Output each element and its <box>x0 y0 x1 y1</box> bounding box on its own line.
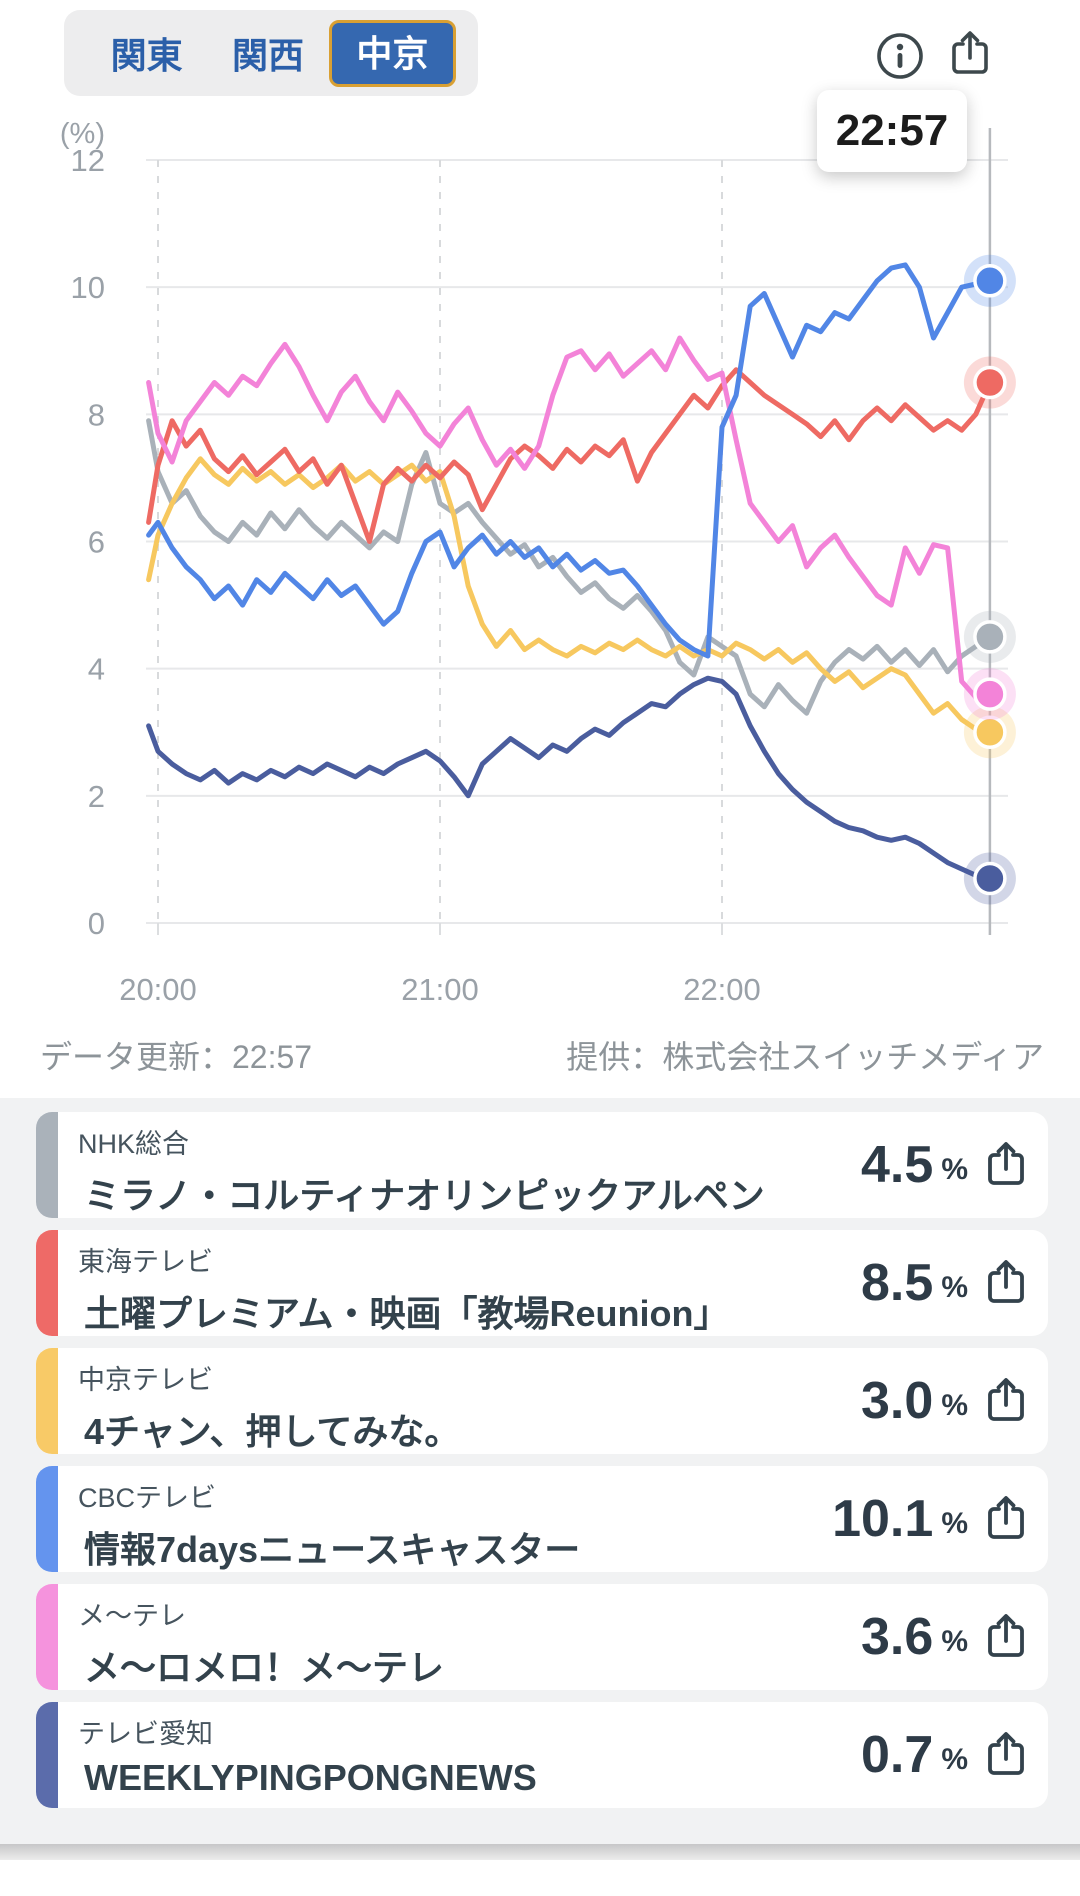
tab-kanto[interactable]: 関東 <box>110 35 183 76</box>
channel-card[interactable]: 東海テレビ 土曜プレミアム・映画「教場Reunion」 8.5 % <box>36 1230 1048 1336</box>
channel-color-stripe <box>36 1112 58 1218</box>
share-icon[interactable] <box>980 1493 1032 1545</box>
channel-color-stripe <box>36 1584 58 1690</box>
rating-unit: % <box>941 1271 968 1304</box>
station-name: メ〜テレ <box>78 1601 186 1631</box>
rating-value: 3.0 <box>861 1372 934 1430</box>
y-axis-tick-label: 4 <box>88 652 105 687</box>
share-icon[interactable] <box>980 1611 1032 1663</box>
rating-value: 4.5 <box>861 1136 934 1194</box>
series-line <box>146 456 993 735</box>
program-title: 土曜プレミアム・映画「教場Reunion」 <box>84 1293 730 1334</box>
rating-value: 10.1 <box>832 1490 934 1548</box>
end-dot <box>973 861 1007 896</box>
rating-unit: % <box>941 1743 968 1776</box>
data-provider-label: 提供：株式会社スイッチメディア <box>566 1039 1044 1075</box>
channel-card[interactable]: テレビ愛知 WEEKLYPINGPONGNEWS 0.7 % <box>36 1702 1048 1808</box>
end-dot <box>973 620 1007 654</box>
share-icon[interactable] <box>980 1139 1032 1191</box>
cursor-time-tooltip: 22:57 <box>817 90 967 172</box>
rating-unit: % <box>941 1153 968 1186</box>
x-axis-tick-label: 22:00 <box>683 972 761 1007</box>
series-line <box>146 418 993 716</box>
rating-value: 8.5 <box>861 1254 934 1312</box>
channel-card[interactable]: CBCテレビ 情報7daysニュースキャスター 10.1 % <box>36 1466 1048 1572</box>
station-name: テレビ愛知 <box>78 1719 213 1749</box>
y-axis-tick-label: 12 <box>71 143 105 178</box>
station-name: 東海テレビ <box>78 1247 213 1277</box>
series-line <box>146 675 993 881</box>
info-icon[interactable] <box>874 30 926 82</box>
share-icon[interactable] <box>980 1729 1032 1781</box>
channel-color-stripe <box>36 1348 58 1454</box>
share-icon[interactable] <box>980 1375 1032 1427</box>
x-axis-tick-label: 21:00 <box>401 972 479 1007</box>
series-line <box>146 367 993 544</box>
rating-unit: % <box>941 1507 968 1540</box>
channel-color-stripe <box>36 1230 58 1336</box>
end-dot <box>973 264 1007 298</box>
station-name: CBCテレビ <box>78 1483 217 1513</box>
y-axis-tick-label: 8 <box>88 397 105 432</box>
tab-kansai[interactable]: 関西 <box>231 35 304 76</box>
rating-unit: % <box>941 1389 968 1422</box>
rating-unit: % <box>941 1625 968 1658</box>
channel-color-stripe <box>36 1702 58 1808</box>
program-title: メ〜ロメロ！メ〜テレ <box>84 1647 445 1688</box>
series-line <box>146 262 993 659</box>
tab-chukyo[interactable]: 中京 <box>328 19 456 87</box>
channel-color-stripe <box>36 1466 58 1572</box>
y-axis-tick-label: 2 <box>88 779 105 814</box>
y-axis-tick-label: 0 <box>88 906 105 941</box>
share-icon[interactable] <box>944 28 996 80</box>
rating-value: 3.6 <box>861 1608 934 1666</box>
channel-card[interactable]: メ〜テレ メ〜ロメロ！メ〜テレ 3.6 % <box>36 1584 1048 1690</box>
x-axis-tick-label: 20:00 <box>119 972 197 1007</box>
data-updated-label: データ更新：22:57 <box>40 1039 313 1075</box>
end-dot <box>973 715 1007 750</box>
channel-list: NHK総合 ミラノ・コルティナオリンピックアルペン 4.5 % 東海テレビ 土曜… <box>0 1098 1080 1844</box>
program-title: 情報7daysニュースキャスター <box>84 1529 581 1570</box>
series-line <box>146 335 993 700</box>
y-axis-tick-label: 6 <box>88 525 105 560</box>
end-dot <box>973 677 1007 711</box>
bottom-divider <box>0 1844 1080 1860</box>
y-axis-tick-label: 10 <box>71 270 105 305</box>
channel-card[interactable]: NHK総合 ミラノ・コルティナオリンピックアルペン 4.5 % <box>36 1112 1048 1218</box>
program-title: WEEKLYPINGPONGNEWS <box>84 1757 537 1798</box>
channel-card[interactable]: 中京テレビ 4チャン、押してみな。 3.0 % <box>36 1348 1048 1454</box>
station-name: 中京テレビ <box>78 1365 213 1395</box>
program-title: ミラノ・コルティナオリンピックアルペン <box>84 1175 765 1216</box>
station-name: NHK総合 <box>78 1129 190 1159</box>
share-icon[interactable] <box>980 1257 1032 1309</box>
region-tab-bar: 関東 関西 中京 <box>64 10 478 96</box>
chart-footer: データ更新：22:57 提供：株式会社スイッチメディア <box>0 1032 1080 1084</box>
ratings-line-chart[interactable]: 0 2 4 6 8 10 12(%) 20:00 21:00 22:00 <box>0 0 1080 1030</box>
end-dot <box>973 365 1007 400</box>
program-title: 4チャン、押してみな。 <box>84 1411 461 1452</box>
rating-value: 0.7 <box>861 1726 934 1784</box>
y-axis-unit-label: (%) <box>60 118 105 150</box>
